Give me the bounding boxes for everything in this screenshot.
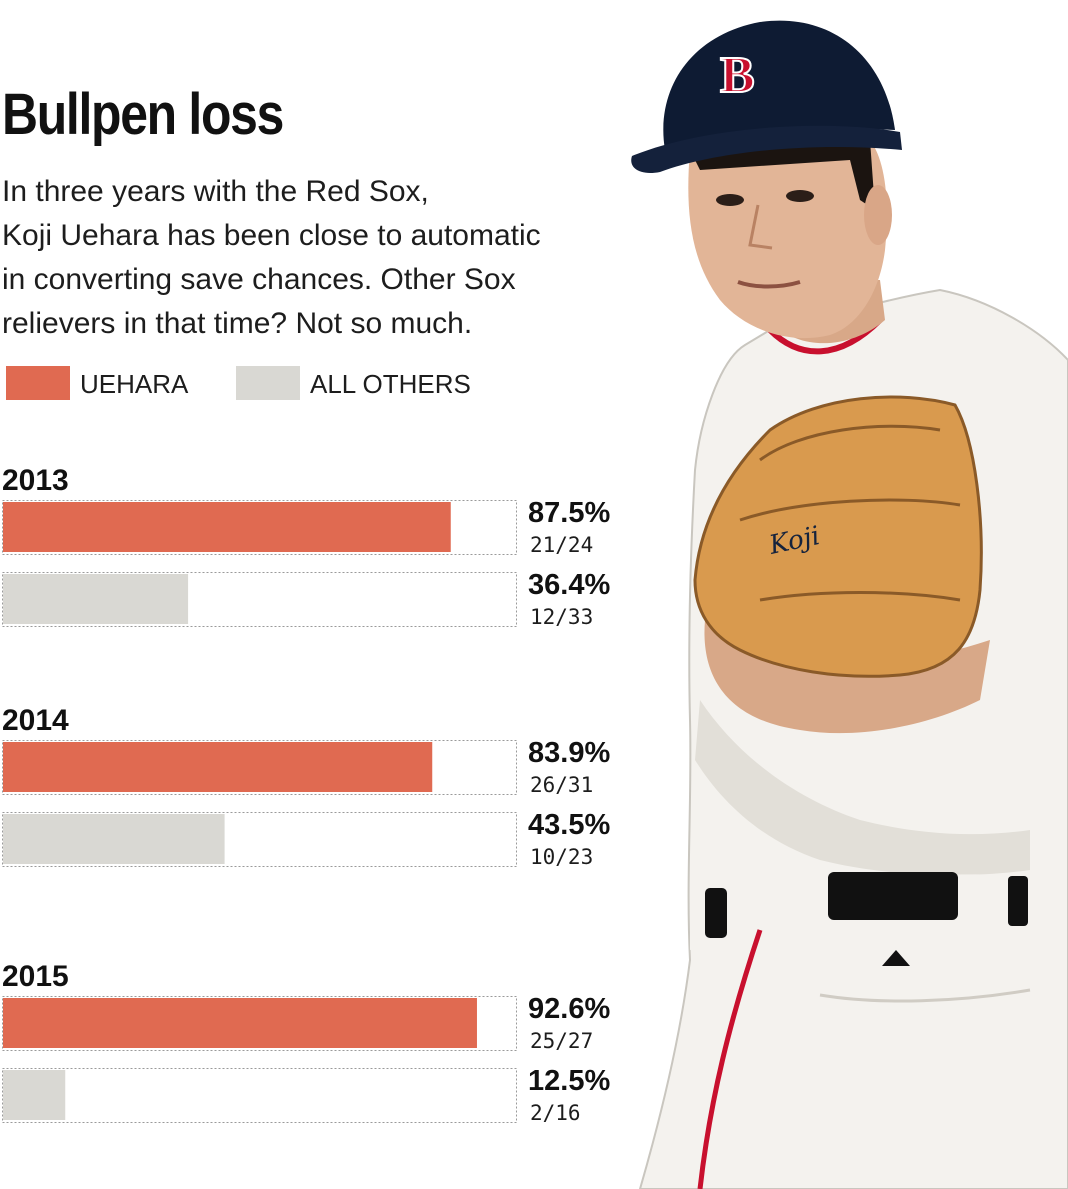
- cap-logo: B: [720, 47, 755, 104]
- left-eye: [716, 194, 744, 206]
- face: [688, 140, 887, 339]
- legend-label-uehara: UEHARA: [80, 369, 189, 399]
- subtitle-line: In three years with the Red Sox,: [2, 175, 429, 208]
- glove-lacing: [739, 424, 961, 602]
- legend-swatch-uehara: [6, 366, 70, 400]
- year-label-2013: 2013: [2, 464, 69, 497]
- value-label-2015-all-others: 12.5%: [528, 1065, 610, 1097]
- detail-label-2013-all-others: 12/33: [530, 605, 593, 629]
- glove: [693, 395, 983, 678]
- bar-2014-all-others: [3, 814, 225, 864]
- legend-swatch-all-others: [236, 366, 300, 400]
- detail-label-2015-uehara: 25/27: [530, 1029, 593, 1053]
- cap-crown: [663, 20, 895, 151]
- year-label-2014: 2014: [2, 704, 69, 737]
- jersey-shadow: [695, 700, 1030, 876]
- value-label-2014-uehara: 83.9%: [528, 737, 610, 769]
- detail-label-2014-all-others: 10/23: [530, 845, 593, 869]
- value-label-2015-uehara: 92.6%: [528, 993, 610, 1025]
- right-eye: [786, 190, 814, 202]
- subtitle-line: Koji Uehara has been close to automatic: [2, 219, 541, 252]
- belt-end: [1008, 876, 1028, 926]
- detail-label-2014-uehara: 26/31: [530, 773, 593, 797]
- player-photo: B Koji: [631, 20, 1068, 1189]
- value-label-2013-all-others: 36.4%: [528, 569, 610, 601]
- detail-label-2015-all-others: 2/16: [530, 1101, 581, 1125]
- bar-chart: 2013 87.5% 21/24 36.4% 12/33 2014 83.9% 26/31 43…: [2, 464, 610, 1125]
- year-label-2015: 2015: [2, 960, 69, 993]
- value-label-2013-uehara: 87.5%: [528, 497, 610, 529]
- pants-piping: [697, 929, 763, 1189]
- bar-track-2015-all-others: [2, 1068, 517, 1123]
- bar-2014-uehara: [3, 742, 433, 792]
- belt-strap: [828, 872, 958, 920]
- ear: [864, 185, 892, 245]
- pants-pocket: [819, 988, 1031, 1003]
- chart-subtitle: In three years with the Red Sox, Koji Ue…: [2, 170, 642, 346]
- bar-2013-uehara: [3, 502, 451, 552]
- subtitle-line: relievers in that time? Not so much.: [2, 307, 473, 340]
- bar-2013-all-others: [3, 574, 189, 624]
- cap-brim: [631, 125, 902, 174]
- mouth: [737, 280, 801, 289]
- pants-logo: [882, 950, 910, 966]
- chart-title: Bullpen loss: [2, 82, 284, 147]
- detail-label-2013-uehara: 21/24: [530, 533, 593, 557]
- subtitle-line: in converting save chances. Other Sox: [2, 263, 516, 296]
- hair: [690, 140, 875, 210]
- belt-loop: [705, 888, 727, 938]
- nose: [748, 204, 773, 250]
- value-label-2014-all-others: 43.5%: [528, 809, 610, 841]
- legend-label-all-others: ALL OTHERS: [310, 369, 471, 399]
- bar-2015-uehara: [3, 998, 477, 1048]
- bar-2015-all-others: [3, 1070, 66, 1120]
